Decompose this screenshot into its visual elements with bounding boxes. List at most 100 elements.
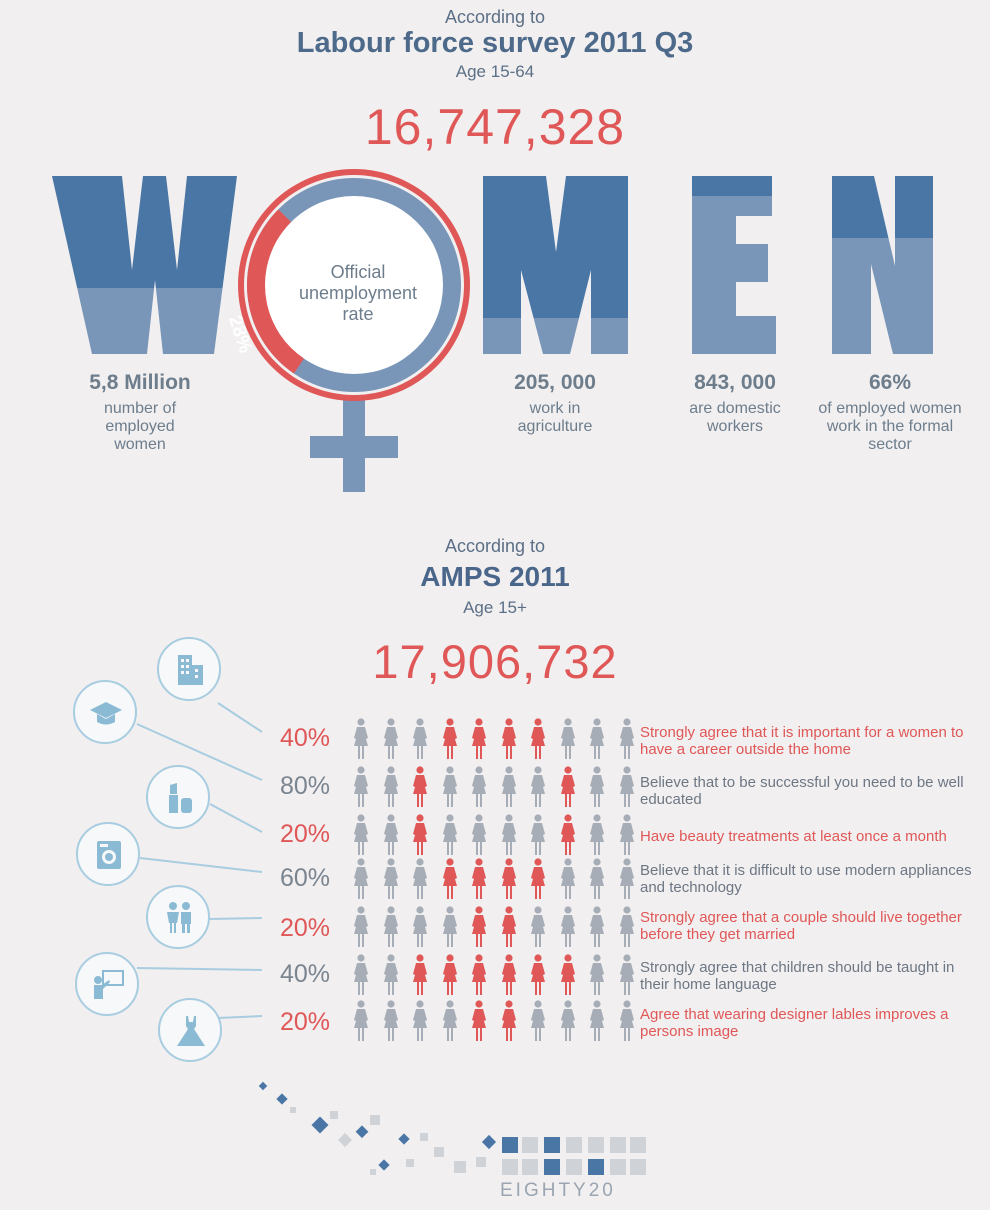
person-icon bbox=[527, 906, 549, 948]
person-icon bbox=[468, 814, 490, 856]
intro-text-2: According to bbox=[444, 536, 546, 556]
person-icon bbox=[498, 954, 520, 996]
person-icon bbox=[586, 814, 608, 856]
row-statement-3: Have beauty treatments at least once a m… bbox=[640, 828, 947, 845]
lipstick-icon bbox=[146, 765, 210, 829]
intro-text-1: According to bbox=[444, 7, 546, 27]
person-icon bbox=[409, 766, 431, 808]
person-icon bbox=[527, 766, 549, 808]
stat-agriculture: 205, 000 work in agriculture bbox=[470, 371, 640, 436]
total-women-2: 17,906,732 bbox=[372, 635, 618, 688]
person-icon bbox=[439, 1000, 461, 1042]
row-statement-6: Strongly agree that children should be t… bbox=[640, 959, 955, 993]
person-icon bbox=[350, 858, 372, 900]
person-icon bbox=[380, 718, 402, 760]
person-icon bbox=[586, 766, 608, 808]
stat-value: 5,8 Million bbox=[89, 371, 191, 394]
row-pct-5: 20% bbox=[279, 914, 330, 942]
person-icon bbox=[616, 814, 638, 856]
person-icon bbox=[380, 766, 402, 808]
building-icon bbox=[157, 637, 221, 701]
stat-desc: work in agriculture bbox=[517, 400, 593, 435]
person-icon bbox=[616, 954, 638, 996]
couple-icon bbox=[146, 885, 210, 949]
letter-m bbox=[483, 176, 628, 354]
person-icon bbox=[586, 954, 608, 996]
row-statement-7: Agree that wearing designer lables impro… bbox=[640, 1006, 949, 1040]
stat-employed: 5,8 Million number of employed women bbox=[40, 371, 240, 454]
stat-desc: are domestic workers bbox=[689, 400, 781, 435]
person-icon bbox=[557, 906, 579, 948]
row-pct-4: 60% bbox=[279, 864, 330, 892]
female-symbol-chart bbox=[238, 169, 470, 492]
age-range-2: Age 15+ bbox=[463, 598, 527, 617]
person-icon bbox=[439, 858, 461, 900]
person-icon bbox=[616, 858, 638, 900]
person-icon bbox=[468, 718, 490, 760]
person-icon bbox=[557, 858, 579, 900]
person-icon bbox=[380, 954, 402, 996]
person-icon bbox=[409, 858, 431, 900]
letter-e bbox=[692, 176, 776, 354]
eighty20-logo-text: EIGHTY20 bbox=[500, 1180, 616, 1201]
person-icon bbox=[616, 906, 638, 948]
person-icon bbox=[527, 954, 549, 996]
person-icon bbox=[350, 954, 372, 996]
person-icon bbox=[586, 1000, 608, 1042]
person-icon bbox=[468, 954, 490, 996]
person-icon bbox=[498, 766, 520, 808]
person-icon bbox=[557, 814, 579, 856]
row-pct-1: 40% bbox=[279, 724, 330, 752]
person-icon bbox=[350, 906, 372, 948]
person-icon bbox=[380, 1000, 402, 1042]
person-icon bbox=[439, 906, 461, 948]
row-pct-7: 20% bbox=[279, 1008, 330, 1036]
stat-desc: number of employed women bbox=[103, 400, 177, 453]
person-icon bbox=[380, 814, 402, 856]
person-icon bbox=[557, 718, 579, 760]
person-icon bbox=[468, 906, 490, 948]
person-icon bbox=[409, 954, 431, 996]
row-statement-5: Strongly agree that a couple should live… bbox=[640, 909, 962, 943]
row-pct-3: 20% bbox=[279, 820, 330, 848]
person-icon bbox=[468, 1000, 490, 1042]
person-icon bbox=[527, 1000, 549, 1042]
person-icon bbox=[527, 718, 549, 760]
survey-title-1: Labour force survey 2011 Q3 bbox=[296, 27, 694, 59]
person-icon bbox=[409, 718, 431, 760]
circle-label: Official unemployment rate bbox=[298, 262, 418, 324]
person-icon bbox=[557, 1000, 579, 1042]
person-icon bbox=[586, 718, 608, 760]
letter-w bbox=[52, 176, 237, 354]
row-statement-2: Believe that to be successful you need t… bbox=[640, 774, 964, 808]
total-women-1: 16,747,328 bbox=[364, 99, 626, 155]
person-icon bbox=[409, 1000, 431, 1042]
person-grid bbox=[350, 718, 635, 1048]
stat-formal-sector: 66% of employed women work in the formal… bbox=[805, 371, 975, 454]
row-pct-2: 80% bbox=[279, 772, 330, 800]
survey-title-2: AMPS 2011 bbox=[420, 561, 570, 592]
person-icon bbox=[468, 858, 490, 900]
person-icon bbox=[350, 814, 372, 856]
person-icon bbox=[439, 718, 461, 760]
dress-icon bbox=[158, 998, 222, 1062]
row-statement-4: Believe that it is difficult to use mode… bbox=[640, 862, 972, 896]
person-icon bbox=[409, 814, 431, 856]
person-icon bbox=[557, 954, 579, 996]
person-icon bbox=[498, 718, 520, 760]
eighty20-logo-graphic bbox=[258, 1081, 646, 1175]
person-icon bbox=[439, 766, 461, 808]
age-range-1: Age 15-64 bbox=[455, 62, 535, 81]
person-icon bbox=[586, 858, 608, 900]
letter-n bbox=[832, 176, 933, 354]
person-icon bbox=[498, 814, 520, 856]
person-icon bbox=[409, 906, 431, 948]
washing-machine-icon bbox=[76, 822, 140, 886]
person-icon bbox=[350, 1000, 372, 1042]
person-icon bbox=[498, 858, 520, 900]
person-icon bbox=[527, 814, 549, 856]
person-icon bbox=[439, 954, 461, 996]
icon-connectors bbox=[136, 702, 263, 1019]
stat-value: 843, 000 bbox=[694, 371, 776, 394]
person-icon bbox=[439, 814, 461, 856]
